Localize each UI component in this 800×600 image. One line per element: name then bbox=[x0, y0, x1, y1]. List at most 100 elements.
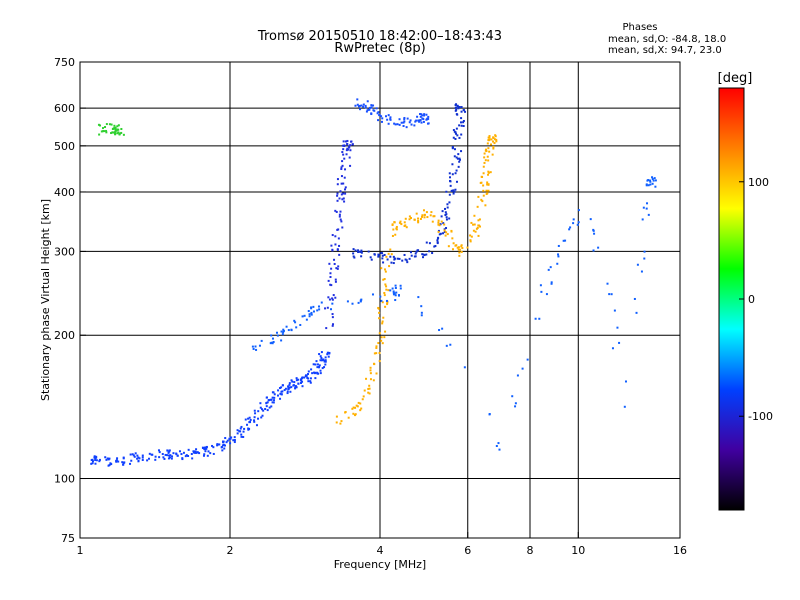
data-point bbox=[332, 323, 335, 326]
data-point bbox=[649, 180, 652, 183]
data-point bbox=[154, 455, 157, 458]
data-point bbox=[136, 454, 139, 457]
data-point bbox=[292, 384, 295, 387]
data-point bbox=[360, 255, 363, 258]
data-point bbox=[458, 136, 461, 139]
data-point bbox=[309, 381, 312, 384]
data-point bbox=[110, 132, 113, 135]
data-point bbox=[413, 218, 416, 221]
data-point bbox=[441, 327, 444, 330]
data-point bbox=[93, 456, 96, 459]
data-point bbox=[440, 220, 443, 223]
data-point bbox=[381, 320, 384, 323]
data-point bbox=[338, 213, 341, 216]
data-point bbox=[191, 457, 194, 460]
data-point bbox=[244, 418, 247, 421]
data-point bbox=[437, 219, 440, 222]
data-point bbox=[115, 129, 118, 132]
data-point bbox=[403, 221, 406, 224]
data-point bbox=[360, 249, 363, 252]
data-point bbox=[336, 192, 339, 195]
data-point bbox=[425, 113, 428, 116]
data-point bbox=[428, 242, 431, 245]
data-point bbox=[276, 334, 279, 337]
data-point bbox=[293, 319, 296, 322]
data-point bbox=[267, 399, 270, 402]
data-point bbox=[342, 153, 345, 156]
data-point bbox=[317, 372, 320, 375]
data-point bbox=[105, 129, 108, 132]
y-tick-label: 750 bbox=[54, 56, 75, 69]
data-point bbox=[280, 330, 283, 333]
trace bbox=[90, 351, 331, 467]
data-point bbox=[344, 186, 347, 189]
data-point bbox=[116, 457, 119, 460]
data-point bbox=[403, 253, 406, 256]
data-point bbox=[228, 437, 231, 440]
legend-line-x: mean, sd,X: 94.7, 23.0 bbox=[608, 45, 722, 56]
data-point bbox=[425, 241, 428, 244]
data-point bbox=[255, 348, 258, 351]
y-tick-label: 600 bbox=[54, 102, 75, 115]
data-point bbox=[624, 380, 627, 383]
data-point bbox=[635, 311, 638, 314]
data-point bbox=[271, 342, 274, 345]
data-point bbox=[303, 376, 306, 379]
data-point bbox=[91, 462, 94, 465]
data-point bbox=[369, 256, 372, 259]
data-point bbox=[216, 444, 219, 447]
data-point bbox=[404, 258, 407, 261]
data-point bbox=[649, 183, 652, 186]
data-point bbox=[105, 458, 108, 461]
data-point bbox=[294, 385, 297, 388]
data-point bbox=[415, 119, 418, 122]
data-point bbox=[488, 150, 491, 153]
data-point bbox=[460, 250, 463, 253]
data-point bbox=[362, 105, 365, 108]
data-point bbox=[483, 152, 486, 155]
data-point bbox=[482, 184, 485, 187]
data-point bbox=[375, 372, 378, 375]
data-point bbox=[437, 221, 440, 224]
data-point bbox=[307, 370, 310, 373]
data-point bbox=[460, 124, 463, 127]
data-point bbox=[381, 322, 384, 325]
data-point bbox=[487, 159, 490, 162]
data-point bbox=[410, 254, 413, 257]
data-point bbox=[550, 282, 553, 285]
data-point bbox=[388, 265, 391, 268]
data-point bbox=[420, 113, 423, 116]
trace bbox=[354, 98, 430, 129]
data-point bbox=[314, 377, 317, 380]
data-point bbox=[462, 119, 465, 122]
data-point bbox=[158, 451, 161, 454]
data-point bbox=[345, 153, 348, 156]
data-point bbox=[344, 411, 347, 414]
data-point bbox=[451, 163, 454, 166]
data-point bbox=[181, 458, 184, 461]
data-point bbox=[569, 226, 572, 229]
data-point bbox=[556, 262, 559, 265]
data-point bbox=[394, 123, 397, 126]
data-point bbox=[398, 257, 401, 260]
data-point bbox=[454, 109, 457, 112]
data-point bbox=[368, 392, 371, 395]
data-point bbox=[451, 146, 454, 149]
data-point bbox=[405, 126, 408, 129]
data-point bbox=[448, 193, 451, 196]
data-point bbox=[409, 251, 412, 254]
data-point bbox=[351, 302, 354, 305]
data-point bbox=[349, 144, 352, 147]
data-point bbox=[343, 200, 346, 203]
data-point bbox=[356, 405, 359, 408]
data-point bbox=[442, 232, 445, 235]
data-point bbox=[195, 448, 198, 451]
data-point bbox=[389, 289, 392, 292]
data-point bbox=[120, 131, 123, 134]
data-point bbox=[450, 189, 453, 192]
data-point bbox=[394, 287, 397, 290]
data-point bbox=[460, 150, 463, 153]
data-point bbox=[166, 449, 169, 452]
data-point bbox=[372, 109, 375, 112]
data-point bbox=[477, 234, 480, 237]
